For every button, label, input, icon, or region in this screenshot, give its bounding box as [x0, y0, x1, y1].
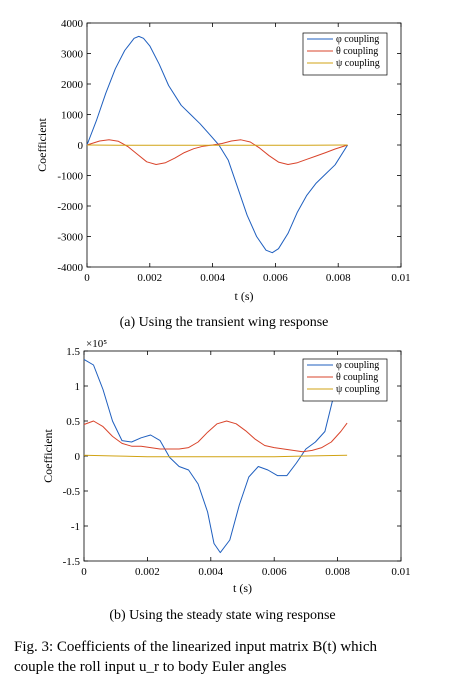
chart-b-x-ticks: 0 0.002 0.004 0.006 0.008 0.01 — [81, 351, 411, 578]
series-line--coupling — [86, 35, 349, 254]
x-tick-label: 0 — [84, 272, 90, 284]
series-line--coupling — [83, 454, 348, 458]
y-tick-label: -1.5 — [63, 556, 81, 568]
legend-entry: φ coupling — [336, 360, 379, 371]
x-tick-label: 0.004 — [198, 566, 223, 578]
chart-b-caption: (b) Using the steady state wing response — [109, 608, 335, 623]
y-tick-label: 2000 — [61, 79, 84, 91]
figure-caption-line-1: Fig. 3: Coefficients of the linearized i… — [14, 639, 377, 655]
y-tick-label: -1000 — [57, 171, 83, 183]
chart-b-y-axis-label: Coefficient — [41, 428, 55, 482]
chart-a-x-axis-label: t (s) — [235, 289, 254, 303]
series-line--coupling — [83, 420, 348, 453]
x-tick-label: 0.006 — [263, 272, 288, 284]
legend-entry: θ coupling — [336, 372, 378, 383]
chart-a-caption: (a) Using the transient wing response — [120, 315, 329, 330]
y-tick-label: 0.5 — [66, 416, 80, 428]
chart-b-x-axis-label: t (s) — [233, 581, 252, 595]
chart-b: 1.5 1 0.5 0 -0.5 -1 -1.5 0 0.002 0.004 0.006 0.008… — [41, 338, 411, 623]
y-tick-label: -3000 — [57, 232, 83, 244]
y-tick-label: 4000 — [61, 18, 84, 30]
legend-entry: θ coupling — [336, 46, 378, 57]
x-tick-label: 0.002 — [137, 272, 162, 284]
chart-b-exponent-label: ×10⁵ — [86, 338, 107, 350]
legend-entry: φ coupling — [336, 34, 379, 45]
x-tick-label: 0 — [81, 566, 87, 578]
y-tick-label: 1.5 — [66, 346, 80, 358]
figure-caption-line-2: couple the roll input u_r to body Euler … — [14, 659, 287, 675]
y-tick-label: -2000 — [57, 201, 83, 213]
legend-box — [302, 32, 388, 76]
x-tick-label: 0.002 — [135, 566, 160, 578]
series-line--coupling — [83, 358, 348, 554]
chart-a-y-ticks: 4000 3000 2000 1000 0 -1000 -2000 -3000 -4000 — [57, 18, 401, 274]
y-tick-label: 1000 — [61, 110, 84, 122]
chart-a-y-axis-label: Coefficient — [35, 117, 49, 171]
x-tick-label: 0.008 — [325, 566, 350, 578]
x-tick-label: 0.006 — [262, 566, 287, 578]
y-tick-label: -1 — [71, 521, 80, 533]
chart-b-y-ticks: 1.5 1 0.5 0 -0.5 -1 -1.5 — [63, 346, 401, 568]
legend-entry: ψ coupling — [336, 384, 380, 395]
y-tick-label: 0 — [75, 451, 81, 463]
series-line--coupling — [86, 139, 348, 165]
y-tick-label: -0.5 — [63, 486, 81, 498]
y-tick-label: 0 — [78, 140, 84, 152]
y-tick-label: 3000 — [61, 49, 84, 61]
x-tick-label: 0.01 — [391, 566, 410, 578]
x-tick-label: 0.004 — [200, 272, 225, 284]
legend-entry: ψ coupling — [336, 58, 380, 69]
y-tick-label: 1 — [75, 381, 81, 393]
x-tick-label: 0.01 — [391, 272, 410, 284]
chart-a-series — [86, 35, 349, 254]
chart-b-series — [83, 358, 348, 554]
y-tick-label: -4000 — [57, 262, 83, 274]
chart-a-x-ticks: 0 0.002 0.004 0.006 0.008 0.01 — [84, 23, 411, 284]
x-tick-label: 0.008 — [326, 272, 351, 284]
legend-box — [302, 358, 388, 402]
